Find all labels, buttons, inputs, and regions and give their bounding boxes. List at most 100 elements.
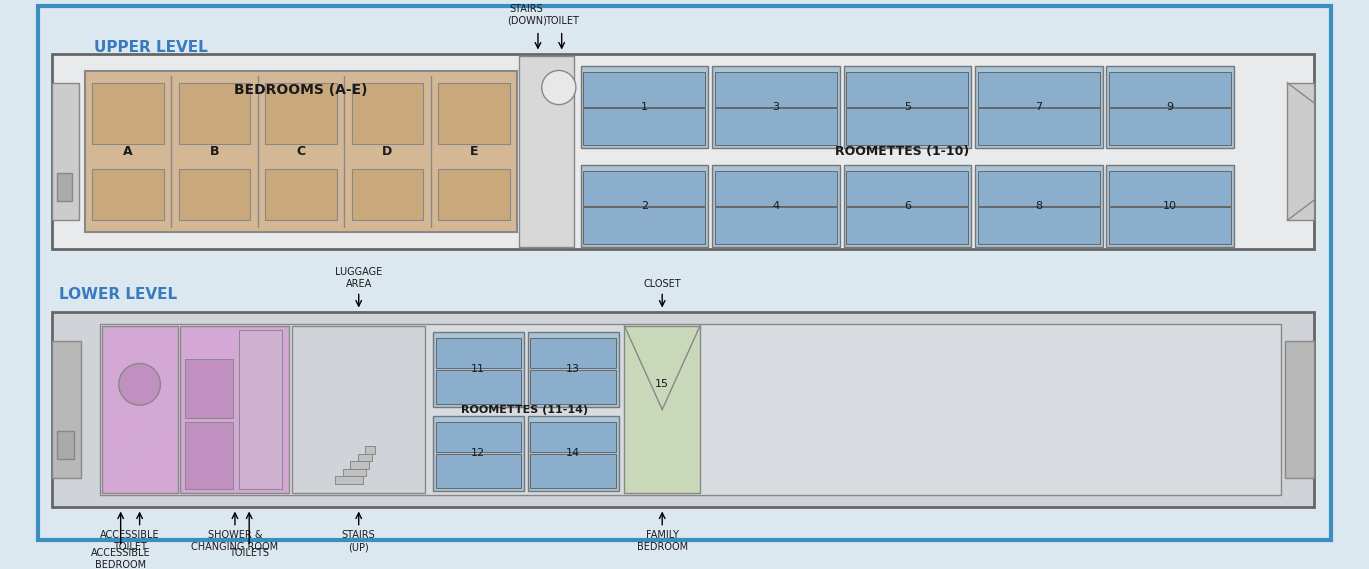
Polygon shape [100, 324, 1280, 496]
Text: 15: 15 [656, 380, 669, 389]
Polygon shape [580, 165, 708, 247]
Polygon shape [52, 54, 1314, 249]
Text: FAMILY
BEDROOM: FAMILY BEDROOM [637, 530, 687, 552]
Polygon shape [977, 72, 1099, 107]
Polygon shape [1109, 171, 1231, 206]
Polygon shape [846, 207, 968, 244]
Polygon shape [350, 461, 370, 469]
Circle shape [542, 71, 576, 105]
Circle shape [101, 94, 116, 109]
Polygon shape [352, 83, 423, 144]
Text: 10: 10 [1164, 201, 1177, 211]
Circle shape [101, 113, 116, 129]
Polygon shape [293, 325, 426, 493]
Text: CLOSET: CLOSET [643, 279, 680, 288]
Polygon shape [846, 108, 968, 145]
Polygon shape [57, 173, 73, 201]
Polygon shape [52, 83, 79, 220]
Polygon shape [583, 108, 705, 145]
Polygon shape [977, 207, 1099, 244]
Text: 7: 7 [1035, 102, 1042, 112]
Polygon shape [624, 325, 700, 493]
Text: 6: 6 [904, 201, 910, 211]
Polygon shape [1109, 72, 1231, 107]
Circle shape [119, 364, 160, 405]
Text: A: A [123, 145, 133, 158]
Polygon shape [1106, 65, 1233, 148]
Polygon shape [435, 370, 520, 404]
Text: 14: 14 [565, 448, 580, 459]
Text: 9: 9 [1166, 102, 1173, 112]
Text: ROOMETTES (1-10): ROOMETTES (1-10) [835, 145, 969, 158]
Text: 4: 4 [772, 201, 779, 211]
Polygon shape [1109, 207, 1231, 244]
Text: 1: 1 [641, 102, 648, 112]
Text: 5: 5 [904, 102, 910, 112]
Polygon shape [1287, 83, 1314, 220]
Text: C: C [296, 145, 305, 158]
Polygon shape [530, 370, 616, 404]
Polygon shape [52, 312, 1314, 507]
Text: BEDROOMS (A-E): BEDROOMS (A-E) [234, 83, 368, 97]
Polygon shape [352, 168, 423, 220]
Text: 13: 13 [565, 365, 580, 374]
Polygon shape [1109, 108, 1231, 145]
Text: 8: 8 [1035, 201, 1042, 211]
Polygon shape [975, 165, 1102, 247]
Polygon shape [715, 108, 836, 145]
Text: 2: 2 [641, 201, 648, 211]
Polygon shape [38, 6, 1331, 540]
Polygon shape [435, 422, 520, 452]
Text: STAIRS
(DOWN): STAIRS (DOWN) [507, 5, 546, 26]
Polygon shape [101, 325, 178, 493]
Text: TOILETS: TOILETS [229, 549, 270, 558]
Polygon shape [52, 341, 81, 479]
Text: ACCESSIBLE
TOILET: ACCESSIBLE TOILET [100, 530, 160, 552]
Polygon shape [240, 331, 282, 489]
Text: 11: 11 [471, 365, 485, 374]
Polygon shape [846, 171, 968, 206]
Polygon shape [185, 359, 233, 418]
Polygon shape [1106, 165, 1233, 247]
Polygon shape [179, 168, 251, 220]
Polygon shape [92, 83, 163, 144]
Polygon shape [975, 65, 1102, 148]
Text: ROOMETTES (11-14): ROOMETTES (11-14) [461, 405, 589, 415]
Polygon shape [527, 332, 619, 407]
Text: STAIRS
(UP): STAIRS (UP) [342, 530, 375, 552]
Polygon shape [179, 83, 251, 144]
Polygon shape [435, 454, 520, 488]
Polygon shape [527, 416, 619, 490]
Text: D: D [382, 145, 393, 158]
Polygon shape [530, 338, 616, 368]
Text: SHOWER &
CHANGING ROOM: SHOWER & CHANGING ROOM [192, 530, 278, 552]
Polygon shape [1285, 341, 1314, 479]
Polygon shape [715, 207, 836, 244]
Polygon shape [977, 108, 1099, 145]
Text: LOWER LEVEL: LOWER LEVEL [59, 287, 177, 302]
Text: E: E [470, 145, 478, 158]
Polygon shape [846, 72, 968, 107]
Text: LUGGAGE
AREA: LUGGAGE AREA [335, 267, 382, 288]
Polygon shape [715, 72, 836, 107]
Polygon shape [85, 71, 517, 232]
Text: 3: 3 [772, 102, 779, 112]
Polygon shape [843, 165, 971, 247]
Polygon shape [335, 476, 363, 484]
Text: B: B [209, 145, 219, 158]
Polygon shape [583, 207, 705, 244]
Polygon shape [580, 65, 708, 148]
Polygon shape [977, 171, 1099, 206]
Polygon shape [583, 171, 705, 206]
Polygon shape [357, 453, 372, 461]
Polygon shape [433, 332, 524, 407]
Polygon shape [712, 65, 839, 148]
Polygon shape [181, 325, 289, 493]
Text: UPPER LEVEL: UPPER LEVEL [94, 40, 208, 55]
Text: ACCESSIBLE
BEDROOM: ACCESSIBLE BEDROOM [90, 549, 151, 569]
Polygon shape [530, 422, 616, 452]
Polygon shape [438, 168, 509, 220]
Polygon shape [435, 338, 520, 368]
Polygon shape [583, 72, 705, 107]
Polygon shape [266, 83, 337, 144]
